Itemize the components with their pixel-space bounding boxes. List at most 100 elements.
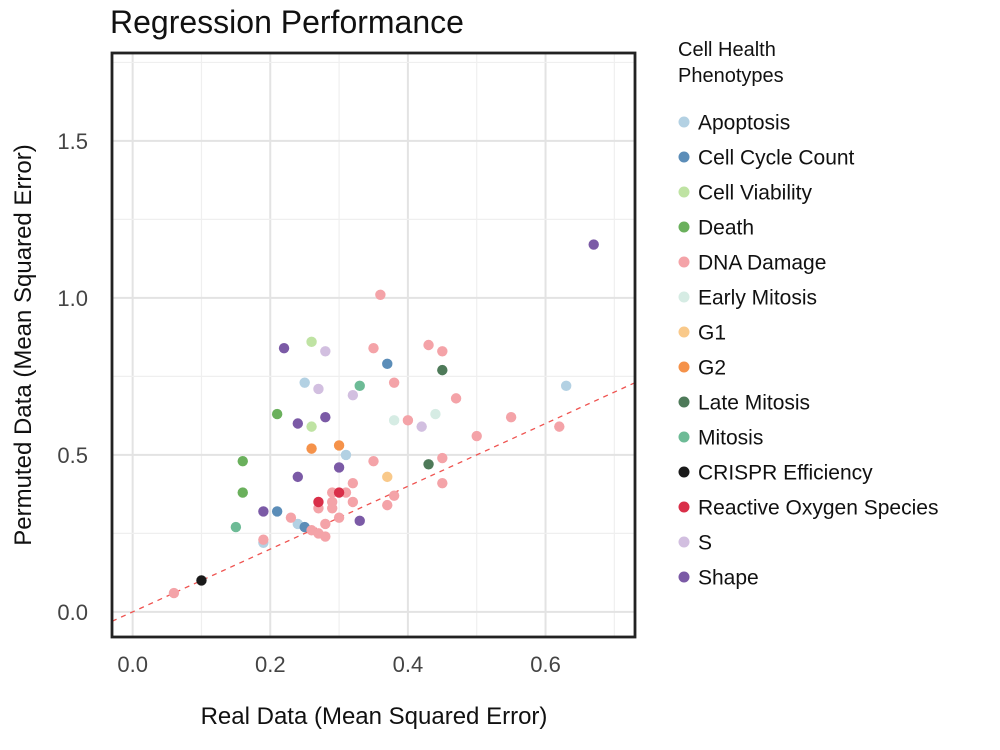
- data-point: [320, 531, 331, 542]
- data-point: [388, 377, 400, 388]
- legend-entry: CRISPR Efficiency: [678, 462, 873, 485]
- legend-entry: Death: [678, 217, 754, 240]
- data-point: [437, 346, 448, 357]
- data-point: [306, 421, 317, 432]
- y-tick-label: 1.5: [57, 129, 88, 154]
- data-point: [554, 421, 565, 432]
- data-point: [430, 408, 441, 420]
- data-point: [347, 477, 359, 489]
- legend-label: DNA Damage: [698, 252, 826, 275]
- data-point: [416, 421, 427, 432]
- data-point: [437, 364, 448, 376]
- x-tick-label: 0.0: [117, 652, 148, 677]
- legend-marker: [678, 186, 690, 198]
- plot-area: 0.0 0.2 0.4 0.6 0.0 0.5 1.0 1.5: [57, 51, 637, 677]
- x-tick-label: 0.6: [530, 652, 561, 677]
- y-tick-label: 0.5: [57, 443, 88, 468]
- data-point: [382, 471, 393, 483]
- data-point: [237, 455, 248, 467]
- legend-entry: G2: [678, 357, 726, 380]
- x-axis-label: Real Data (Mean Squared Error): [201, 703, 548, 730]
- data-point: [285, 512, 297, 523]
- data-point: [313, 496, 324, 508]
- legend-entry: G1: [678, 322, 726, 345]
- data-point: [313, 383, 324, 395]
- data-point: [368, 342, 379, 354]
- legend-label: G2: [698, 357, 726, 380]
- data-points: [168, 239, 599, 599]
- legend-marker: [678, 536, 690, 548]
- legend-marker: [678, 151, 690, 163]
- data-point: [382, 358, 393, 370]
- plot-frame: [110, 51, 637, 639]
- legend-label: Cell Viability: [698, 182, 812, 205]
- data-point: [306, 336, 317, 348]
- x-tick-label: 0.2: [255, 652, 286, 677]
- legend-marker: [678, 571, 690, 583]
- data-point: [230, 521, 242, 533]
- data-point: [333, 487, 345, 498]
- series-crispr-efficiency: [196, 575, 207, 586]
- legend-entry: Late Mitosis: [678, 392, 810, 415]
- data-point: [306, 443, 317, 454]
- legend-label: Reactive Oxygen Species: [698, 497, 938, 520]
- data-point: [320, 518, 331, 530]
- data-point: [423, 339, 434, 351]
- data-point: [271, 506, 283, 517]
- legend-label: S: [698, 532, 712, 555]
- series-g1: [382, 471, 393, 483]
- legend-label: Death: [698, 217, 754, 240]
- data-point: [168, 587, 180, 599]
- data-point: [258, 534, 269, 545]
- data-point: [320, 412, 331, 423]
- data-point: [278, 342, 290, 354]
- legend-entry: S: [678, 532, 712, 555]
- data-point: [437, 477, 448, 489]
- legend-entry: Cell Viability: [678, 182, 812, 205]
- legend-entry: DNA Damage: [678, 252, 826, 275]
- data-point: [505, 412, 517, 423]
- data-point: [347, 390, 359, 401]
- legend-label: Mitosis: [698, 427, 763, 450]
- data-point: [292, 471, 304, 483]
- data-point: [258, 506, 269, 517]
- data-point: [333, 462, 345, 473]
- legend-items: Apoptosis Cell Cycle Count Cell Viability D…: [678, 112, 938, 590]
- legend-label: Cell Cycle Count: [698, 147, 855, 170]
- data-point: [237, 487, 248, 498]
- legend-marker: [678, 116, 690, 128]
- legend-marker: [678, 221, 690, 233]
- legend-marker: [678, 256, 690, 268]
- data-point: [423, 459, 434, 470]
- legend-label: G1: [698, 322, 726, 345]
- legend-label: Early Mitosis: [698, 287, 817, 310]
- series-death: [237, 408, 283, 498]
- x-tick-label: 0.4: [393, 652, 424, 677]
- legend-entry: Shape: [678, 567, 759, 590]
- legend: Cell Health Phenotypes Apoptosis Cell Cycl…: [678, 39, 938, 590]
- series-cell-viability: [306, 336, 317, 432]
- legend-entry: Reactive Oxygen Species: [678, 497, 938, 520]
- legend-marker: [678, 291, 690, 303]
- legend-marker: [678, 431, 690, 443]
- data-point: [347, 496, 359, 508]
- data-point: [292, 418, 304, 429]
- legend-entry: Mitosis: [678, 427, 763, 450]
- data-point: [375, 289, 386, 300]
- legend-label: Late Mitosis: [698, 392, 810, 415]
- series-g2: [306, 440, 345, 454]
- legend-entry: Cell Cycle Count: [678, 147, 855, 170]
- data-point: [388, 415, 400, 426]
- data-point: [588, 239, 599, 250]
- series-early-mitosis: [388, 408, 441, 426]
- legend-label: Shape: [698, 567, 759, 590]
- data-point: [450, 393, 462, 404]
- legend-marker: [678, 361, 690, 373]
- data-point: [299, 377, 310, 388]
- series-late-mitosis: [423, 364, 448, 470]
- series-shape: [258, 239, 599, 527]
- identity-reference-line: [112, 382, 635, 622]
- data-point: [388, 490, 400, 501]
- series-mitosis: [230, 380, 365, 533]
- legend-title: Cell Health Phenotypes: [678, 39, 784, 87]
